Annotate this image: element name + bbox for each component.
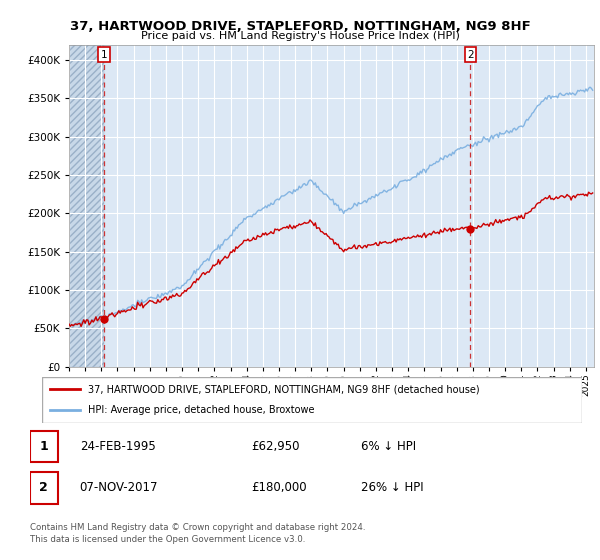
Text: 1: 1	[40, 440, 48, 452]
Text: 2: 2	[467, 50, 474, 60]
Bar	[30, 431, 58, 462]
Text: 37, HARTWOOD DRIVE, STAPLEFORD, NOTTINGHAM, NG9 8HF: 37, HARTWOOD DRIVE, STAPLEFORD, NOTTINGH…	[70, 20, 530, 32]
Bar	[30, 472, 58, 503]
Text: 2: 2	[40, 482, 48, 494]
Text: 26% ↓ HPI: 26% ↓ HPI	[361, 482, 424, 494]
Text: £180,000: £180,000	[251, 482, 307, 494]
Text: 37, HARTWOOD DRIVE, STAPLEFORD, NOTTINGHAM, NG9 8HF (detached house): 37, HARTWOOD DRIVE, STAPLEFORD, NOTTINGH…	[88, 384, 479, 394]
Text: 6% ↓ HPI: 6% ↓ HPI	[361, 440, 416, 452]
Text: 24-FEB-1995: 24-FEB-1995	[80, 440, 155, 452]
Text: 07-NOV-2017: 07-NOV-2017	[80, 482, 158, 494]
Text: £62,950: £62,950	[251, 440, 299, 452]
Text: Price paid vs. HM Land Registry's House Price Index (HPI): Price paid vs. HM Land Registry's House …	[140, 31, 460, 41]
Text: 1: 1	[100, 50, 107, 60]
Text: HPI: Average price, detached house, Broxtowe: HPI: Average price, detached house, Brox…	[88, 405, 314, 416]
Bar	[69, 45, 104, 367]
Text: Contains HM Land Registry data © Crown copyright and database right 2024.: Contains HM Land Registry data © Crown c…	[30, 523, 365, 533]
Text: This data is licensed under the Open Government Licence v3.0.: This data is licensed under the Open Gov…	[30, 534, 305, 544]
